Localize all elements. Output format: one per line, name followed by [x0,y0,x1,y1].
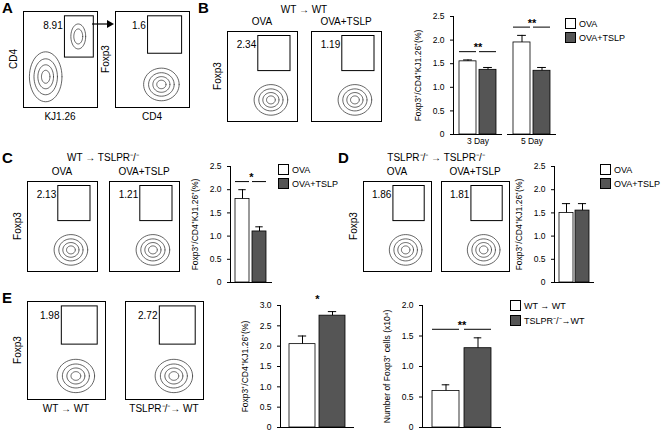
html-text:OVA+TSLP: OVA+TSLP [614,178,661,189]
html-text:OVA: OVA [614,164,633,175]
svg-text:2.72: 2.72 [138,310,158,321]
svg-text:1.5: 1.5 [210,208,222,218]
svg-text:0.5: 0.5 [433,106,445,116]
svg-text:3.0: 3.0 [260,300,272,310]
svg-text:**: ** [458,319,467,331]
html-text:Foxp3: Foxp3 [212,62,223,90]
svg-text:2.13: 2.13 [37,189,57,200]
svg-text:1.0: 1.0 [210,231,222,241]
svg-text:2.5: 2.5 [260,321,272,331]
svg-text:1.0: 1.0 [433,82,445,92]
svg-text:Number of Foxp3⁺ cells (x10⁴): Number of Foxp3⁺ cells (x10⁴) [382,310,392,424]
html-text:A: A [2,0,13,16]
html-text:Foxp3: Foxp3 [12,212,23,240]
html-text:Foxp3: Foxp3 [348,212,359,240]
html-text:WT → WT: WT → WT [280,4,328,15]
html-text:B: B [198,0,209,16]
svg-text:1.98: 1.98 [40,310,60,321]
svg-text:8.91: 8.91 [43,20,63,31]
svg-text:2.0: 2.0 [433,35,445,45]
html-text:WT → WT: WT → WT [524,300,566,311]
html-text:WT → TSLPR⁻/⁻: WT → TSLPR⁻/⁻ [67,152,139,163]
svg-text:0: 0 [267,422,272,432]
svg-text:0: 0 [541,277,546,287]
svg-text:0.5: 0.5 [210,254,222,264]
html-text:OVA: OVA [386,166,408,177]
html-text:OVA: OVA [292,164,311,175]
svg-text:0: 0 [440,129,445,139]
svg-text:1.6: 1.6 [132,20,146,31]
html-text:OVA: OVA [251,16,273,27]
svg-text:1.81: 1.81 [450,189,470,200]
svg-text:*: * [249,171,254,183]
svg-text:0.5: 0.5 [534,254,546,264]
svg-text:2.34: 2.34 [237,39,257,50]
html-text:TSLPR⁻/⁻ → TSLPR⁻/⁻: TSLPR⁻/⁻ → TSLPR⁻/⁻ [387,152,485,163]
html-text:OVA+TSLP: OVA+TSLP [320,16,372,27]
html-text:Foxp3: Foxp3 [100,45,111,73]
svg-text:0.5: 0.5 [260,402,272,412]
html-text:E: E [2,289,12,306]
svg-text:0: 0 [217,277,222,287]
html-text:KJ1.26: KJ1.26 [44,111,76,122]
svg-text:1.5: 1.5 [260,361,272,371]
html-text:OVA+TSLP: OVA+TSLP [118,166,170,177]
svg-text:1.21: 1.21 [119,189,139,200]
svg-text:*: * [315,293,320,305]
svg-text:5 Day: 5 Day [521,136,544,146]
html-text:OVA: OVA [579,18,598,29]
svg-text:2.5: 2.5 [433,11,445,21]
svg-text:0.5: 0.5 [402,392,414,402]
html-text:OVA+TSLP: OVA+TSLP [292,178,339,189]
html-text:C: C [2,149,13,166]
svg-text:1.5: 1.5 [433,58,445,68]
svg-text:1.86: 1.86 [372,189,392,200]
svg-text:2.0: 2.0 [402,300,414,310]
svg-text:1.0: 1.0 [260,382,272,392]
svg-text:**: ** [528,17,537,29]
html-text:D: D [338,149,349,166]
svg-text:**: ** [474,41,483,53]
svg-text:Foxp3⁺/CD4⁺KJ1.26⁺(%): Foxp3⁺/CD4⁺KJ1.26⁺(%) [514,178,524,270]
html-text:TSLPR⁻/⁻→WT: TSLPR⁻/⁻→WT [524,316,585,326]
html-text:Foxp3: Foxp3 [12,336,23,364]
html-text:OVA+TSLP: OVA+TSLP [449,166,501,177]
html-text:CD4: CD4 [8,49,19,69]
svg-text:2.5: 2.5 [210,161,222,171]
svg-text:1.0: 1.0 [402,361,414,371]
html-text:OVA+TSLP: OVA+TSLP [579,32,626,43]
svg-text:1.0: 1.0 [534,231,546,241]
html-text:CD4: CD4 [142,111,162,122]
svg-text:3 Day: 3 Day [467,136,490,146]
html-text:TSLPR⁻/⁻→ WT: TSLPR⁻/⁻→ WT [129,403,199,414]
svg-text:Foxp3⁺/CD4⁺KJ1.26⁺(%): Foxp3⁺/CD4⁺KJ1.26⁺(%) [240,320,250,412]
svg-text:0: 0 [409,422,414,432]
svg-text:1.5: 1.5 [402,331,414,341]
svg-text:1.19: 1.19 [321,39,341,50]
svg-text:Foxp3⁺/CD4⁺KJ1.26⁺(%): Foxp3⁺/CD4⁺KJ1.26⁺(%) [190,178,200,270]
html-text:WT → WT: WT → WT [42,403,90,414]
svg-text:2.5: 2.5 [534,161,546,171]
html-text:OVA: OVA [51,166,73,177]
svg-text:2.0: 2.0 [534,184,546,194]
svg-text:2.0: 2.0 [210,184,222,194]
svg-text:2.0: 2.0 [260,341,272,351]
svg-text:Foxp3⁺/CD4⁺KJ1.26⁺(%): Foxp3⁺/CD4⁺KJ1.26⁺(%) [413,29,423,121]
svg-text:1.5: 1.5 [534,208,546,218]
